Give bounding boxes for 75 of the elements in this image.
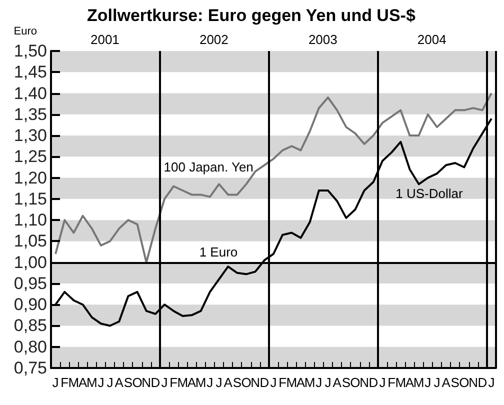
x-tick-label: D (478, 375, 488, 390)
x-tick-label: M (304, 375, 316, 390)
x-tick-label: N (250, 375, 260, 390)
x-tick-label: A (296, 375, 306, 390)
y-tick-label: 1,30 (14, 126, 47, 146)
ref-line-label: 1 Euro (199, 244, 238, 260)
x-tick-label: J (434, 375, 440, 390)
x-tick-label: D (150, 375, 160, 390)
text: 2003 (308, 32, 338, 47)
x-tick-label: J (206, 375, 214, 390)
y-tick-label: 0,80 (14, 337, 47, 356)
y-tick-label: 0,85 (14, 316, 47, 336)
x-tick-label: D (260, 375, 270, 390)
x-tick-label: J (106, 375, 114, 390)
x-tick-label: J (161, 375, 168, 390)
y-tick-label: 1,15 (14, 189, 47, 208)
y-tick-label: 1,25 (14, 147, 47, 166)
y-tick-label: 1,45 (14, 62, 47, 82)
x-tick-label: S (232, 375, 242, 390)
x-tick-label: F (60, 375, 69, 390)
x-tick-label: J (52, 375, 59, 390)
x-tick-label: M (286, 375, 298, 390)
x-tick-label: M (86, 375, 98, 390)
x-tick-label: S (342, 375, 351, 390)
x-tick-label: J (488, 375, 495, 390)
x-tick-label: O (241, 375, 252, 390)
x-tick-label: O (132, 375, 142, 390)
x-tick-label: M (177, 375, 188, 390)
x-tick-label: F (278, 375, 287, 390)
x-tick-label: N (360, 375, 370, 390)
text: 2002 (199, 32, 228, 47)
y-tick-label: 0,75 (14, 358, 47, 378)
x-tick-label: F (170, 375, 178, 390)
x-tick-label: A (187, 375, 196, 390)
x-tick-label: A (442, 375, 451, 390)
x-tick-label: D (368, 375, 378, 390)
line-series (54, 92, 492, 264)
y-tick-label: 0,95 (14, 274, 47, 293)
x-tick-label: M (413, 375, 424, 390)
x-tick-label: N (468, 375, 478, 390)
x-tick-label: J (324, 375, 332, 390)
x-tick-label: J (98, 375, 104, 390)
series-label: 1 US-Dollar (396, 186, 464, 201)
x-tick-label: S (450, 375, 460, 390)
x-tick-label: J (424, 375, 432, 390)
x-tick-label: J (216, 375, 222, 390)
x-tick-label: A (114, 375, 124, 390)
x-tick-label: J (316, 375, 322, 390)
chart-title: Zollwertkurse: Euro gegen Yen und US-$ (87, 6, 416, 25)
x-tick-label: A (78, 375, 88, 390)
x-tick-label: O (350, 375, 360, 390)
y-axis-title: Euro (14, 26, 37, 38)
x-tick-label: M (195, 375, 206, 390)
series-label: 100 Japan. Yen (164, 160, 254, 175)
x-tick-label: S (124, 375, 133, 390)
x-tick-label: M (395, 375, 406, 390)
x-tick-label: M (68, 375, 80, 390)
text: 2001 (90, 32, 120, 47)
x-tick-label: A (405, 375, 414, 390)
y-tick-label: 1,00 (14, 252, 47, 272)
text: 2004 (417, 32, 446, 47)
y-tick-label: 0,90 (14, 295, 47, 314)
x-tick-label: J (270, 375, 277, 390)
y-tick-label: 1,50 (14, 42, 47, 60)
y-tick-label: 1,10 (14, 210, 47, 230)
y-tick-label: 1,20 (14, 168, 47, 188)
x-tick-label: N (142, 375, 152, 390)
x-tick-label: A (224, 375, 233, 390)
y-tick-label: 1,40 (14, 84, 47, 103)
x-tick-label: A (332, 375, 342, 390)
y-tick-label: 1,05 (14, 232, 47, 251)
y-tick-label: 1,35 (14, 104, 47, 124)
x-tick-label: J (379, 375, 386, 390)
x-tick-label: F (388, 375, 396, 390)
x-tick-label: O (459, 375, 470, 390)
